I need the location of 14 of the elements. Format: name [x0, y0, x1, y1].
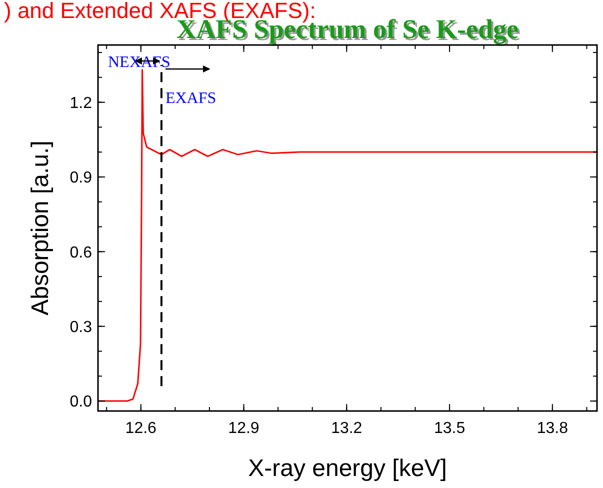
y-axis-title: Absorption [a.u.] [27, 140, 54, 316]
y-tick-label: 1.2 [70, 94, 92, 112]
y-tick-label: 0.3 [70, 318, 92, 336]
x-tick-label: 12.9 [228, 420, 260, 437]
x-tick-label: 13.2 [331, 420, 362, 437]
x-axis-title: X-ray energy [keV] [248, 455, 447, 482]
x-tick-label: 13.8 [536, 420, 568, 437]
annotation: EXAFS [165, 90, 216, 107]
x-tick-label: 12.6 [125, 420, 157, 437]
x-tick-label: 13.5 [434, 420, 466, 437]
y-tick-label: 0.6 [70, 244, 92, 262]
y-tick-label: 0.9 [70, 170, 92, 187]
y-tick-label: 0.0 [70, 394, 92, 411]
line-series [97, 69, 598, 402]
